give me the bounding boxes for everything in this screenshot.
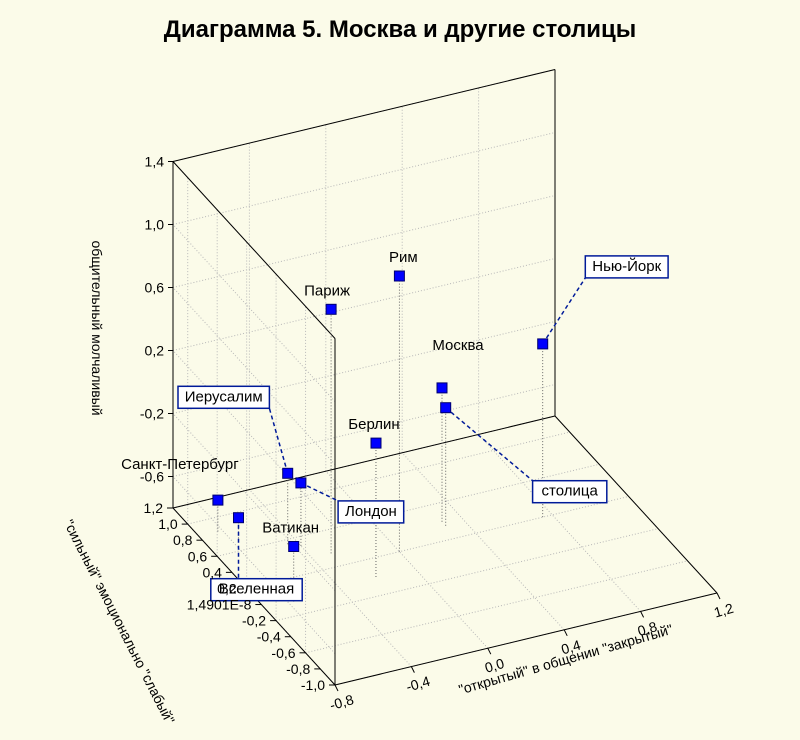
gridline (172, 413, 336, 591)
label-box (337, 500, 405, 524)
point-label: Иерусалим (185, 388, 263, 405)
y-tick-label: -0,4 (257, 629, 281, 645)
y-tick-label: 0,2 (217, 580, 237, 596)
point-label: столица (542, 483, 599, 500)
gridline (325, 470, 489, 649)
point-label: Ватикан (262, 520, 319, 537)
y-tick-label: -0,6 (271, 645, 295, 661)
data-point (370, 437, 382, 449)
gridline (249, 489, 412, 667)
z-tick-label: 0,2 (145, 343, 165, 359)
leader-lines (237, 277, 586, 579)
data-point (212, 494, 224, 506)
z-tick-label: 1,0 (145, 217, 165, 233)
axis-line (172, 69, 556, 162)
point-label: Париж (304, 282, 350, 299)
data-point (288, 541, 300, 552)
point-label: Нью-Йорк (592, 257, 661, 275)
z-tick-label: 0,6 (145, 280, 165, 296)
x-tick-label: 1,2 (712, 600, 735, 621)
z-tick-label: 1,4 (145, 154, 165, 170)
leader-line (542, 277, 586, 345)
x-tick-label: -0,4 (404, 673, 432, 695)
axis-line (554, 415, 718, 594)
y-tick-label: 0,4 (202, 564, 222, 580)
x-tick-mark (334, 684, 339, 692)
y-tick-label: 1,0 (158, 516, 178, 532)
gridline (172, 287, 336, 465)
data-points (212, 270, 549, 552)
x-tick-label: 0,8 (636, 618, 659, 639)
gridline (478, 434, 641, 612)
point-label: Москва (432, 337, 484, 354)
x-tick-label: -0,8 (328, 691, 356, 713)
gridline (246, 495, 629, 589)
point-label: Берлин (348, 416, 399, 433)
point-label: Санкт-Петербург (121, 456, 239, 473)
gridline (275, 528, 659, 622)
data-point (440, 402, 452, 414)
data-point (393, 270, 405, 282)
y-tick-label: 1,2 (144, 500, 164, 516)
chart-title: Диаграмма 5. Москва и другие столицы (163, 16, 637, 43)
gridline (172, 132, 556, 225)
x-tick-mark (716, 592, 721, 600)
leader-line (268, 408, 289, 474)
z-axis-label: общительный молчаливый (89, 240, 105, 415)
gridline (172, 195, 556, 288)
gridline (401, 452, 565, 631)
y-tick-label: -1,0 (301, 677, 325, 693)
label-box (177, 385, 271, 410)
gridline (172, 258, 556, 351)
axis-line (172, 161, 336, 339)
x-tick-mark (563, 629, 568, 637)
y-tick-label: -0,2 (242, 613, 266, 629)
y-tick-label: 1,4901E-8 (187, 597, 252, 613)
data-point (537, 338, 549, 350)
gridline (172, 224, 336, 402)
label-box (210, 577, 303, 602)
data-point (233, 512, 244, 524)
axis-line (334, 592, 718, 686)
x-tick-mark (410, 666, 415, 673)
data-point (295, 477, 307, 489)
x-tick-mark (640, 611, 645, 618)
axis-layer (167, 69, 721, 692)
data-point (325, 303, 337, 315)
z-tick-label: -0,6 (140, 469, 164, 485)
gridline (172, 321, 556, 414)
gridline (217, 463, 600, 557)
y-tick-label: 0,8 (173, 532, 193, 548)
x-tick-label: 0,0 (483, 655, 506, 676)
gridline (172, 476, 336, 654)
y-tick-label: -0,8 (286, 661, 310, 677)
tick-labels: 1,41,00,60,2-0,2-0,61,21,00,80,60,40,21,… (140, 154, 736, 714)
gridline (172, 350, 336, 528)
data-point (436, 382, 448, 394)
label-box (584, 255, 669, 279)
gridline (187, 431, 570, 525)
x-tick-label: 0,4 (559, 637, 582, 658)
point-labels: Рим Париж Нью-Йорк Москва столица Берлин Иерус… (121, 249, 669, 602)
x-tick-mark (487, 647, 492, 655)
z-tick-label: -0,2 (140, 406, 164, 422)
gridline (305, 560, 688, 654)
y-axis-label: "сильный" эмоционально "слабый" (61, 517, 178, 727)
axis-line (172, 415, 556, 509)
data-point (282, 467, 294, 479)
gridline (172, 384, 556, 477)
point-label: Рим (389, 249, 418, 266)
leader-line (445, 407, 534, 482)
point-label: Вселенная (219, 581, 294, 598)
y-tick-label: 0,6 (188, 548, 208, 564)
point-label: Лондон (345, 503, 397, 520)
label-box (531, 479, 608, 504)
